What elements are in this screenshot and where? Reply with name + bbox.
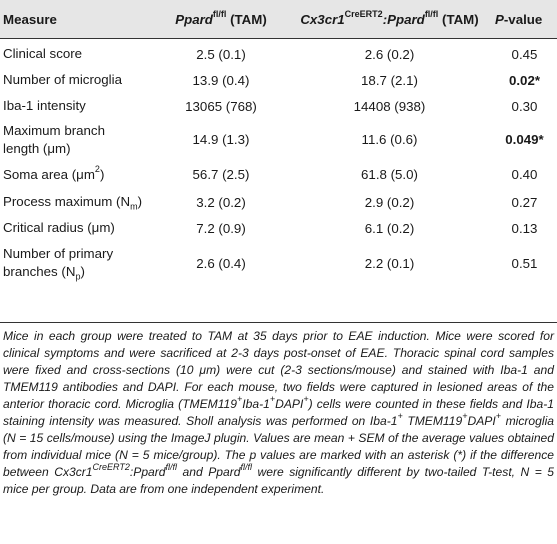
row-measure: Clinical score (3, 46, 83, 61)
row-value-ppard: 13.9 (0.4) (192, 72, 250, 88)
table-row: Number of microglia 13.9 (0.4) 18.7 (2.1… (0, 67, 557, 93)
table-header-row: Measure Ppardfl/fl (TAM) Cx3cr1CreERT2:P… (0, 0, 557, 38)
table-bottom-rule (0, 322, 557, 323)
row-value-cx3cr1: 14408 (938) (353, 98, 426, 114)
row-measure: Iba-1 intensity (3, 98, 86, 113)
table-row: Clinical score 2.5 (0.1) 2.6 (0.2) 0.45 (0, 38, 557, 67)
header-divider (0, 38, 557, 39)
data-table: Measure Ppardfl/fl (TAM) Cx3cr1CreERT2:P… (0, 0, 557, 285)
row-value-cx3cr1: 2.6 (0.2) (364, 46, 415, 62)
row-p-value: 0.049* (505, 132, 544, 147)
row-value-cx3cr1: 11.6 (0.6) (361, 132, 418, 147)
row-value-ppard: 7.2 (0.9) (196, 220, 246, 236)
row-measure: Maximum branch length (μm) (3, 122, 105, 156)
table-row: Number of primary branches (Np) 2.6 (0.4)… (0, 241, 557, 285)
row-p-value: 0.40 (511, 167, 538, 182)
header-p-value: P-value (495, 11, 543, 27)
table-row: Maximum branch length (μm) 14.9 (1.3) 11.… (0, 119, 557, 160)
row-measure: Process maximum (Nm) (3, 194, 143, 212)
row-value-cx3cr1: 6.1 (0.2) (364, 220, 415, 236)
header-ppard-tam: Ppardfl/fl (TAM) (175, 9, 267, 27)
table-row: Soma area (μm2) 56.7 (2.5) 61.8 (5.0) 0.… (0, 160, 557, 189)
row-measure: Critical radius (μm) (3, 220, 115, 235)
row-value-cx3cr1: 61.8 (5.0) (361, 167, 418, 182)
row-measure: Soma area (μm2) (3, 164, 105, 182)
row-value-ppard: 13065 (768) (185, 98, 257, 114)
table-caption: Mice in each group were treated to TAM a… (3, 329, 555, 496)
row-value-ppard: 14.9 (1.3) (192, 132, 250, 147)
row-value-cx3cr1: 18.7 (2.1) (361, 72, 418, 88)
header-measure: Measure (3, 11, 57, 27)
row-value-cx3cr1: 2.9 (0.2) (364, 194, 415, 210)
row-value-ppard: 3.2 (0.2) (196, 194, 246, 210)
table-row: Iba-1 intensity 13065 (768) 14408 (938) … (0, 93, 557, 119)
row-p-value: 0.51 (511, 255, 538, 271)
row-value-cx3cr1: 2.2 (0.1) (364, 255, 415, 271)
row-p-value: 0.13 (511, 220, 538, 236)
row-measure: Number of primary branches (Np) (3, 246, 114, 282)
row-p-value: 0.45 (511, 46, 538, 62)
header-cx3cr1-ppard-tam: Cx3cr1CreERT2:Ppardfl/fl (TAM) (300, 9, 479, 27)
row-measure: Number of microglia (3, 72, 122, 87)
row-p-value: 0.30 (511, 98, 538, 114)
table-row: Process maximum (Nm) 3.2 (0.2) 2.9 (0.2)… (0, 189, 557, 215)
row-value-ppard: 2.6 (0.4) (196, 255, 246, 271)
row-p-value: 0.27 (511, 194, 538, 210)
table-row: Critical radius (μm) 7.2 (0.9) 6.1 (0.2)… (0, 215, 557, 241)
row-value-ppard: 2.5 (0.1) (196, 46, 246, 62)
row-value-ppard: 56.7 (2.5) (192, 167, 250, 182)
row-p-value: 0.02* (508, 72, 541, 88)
